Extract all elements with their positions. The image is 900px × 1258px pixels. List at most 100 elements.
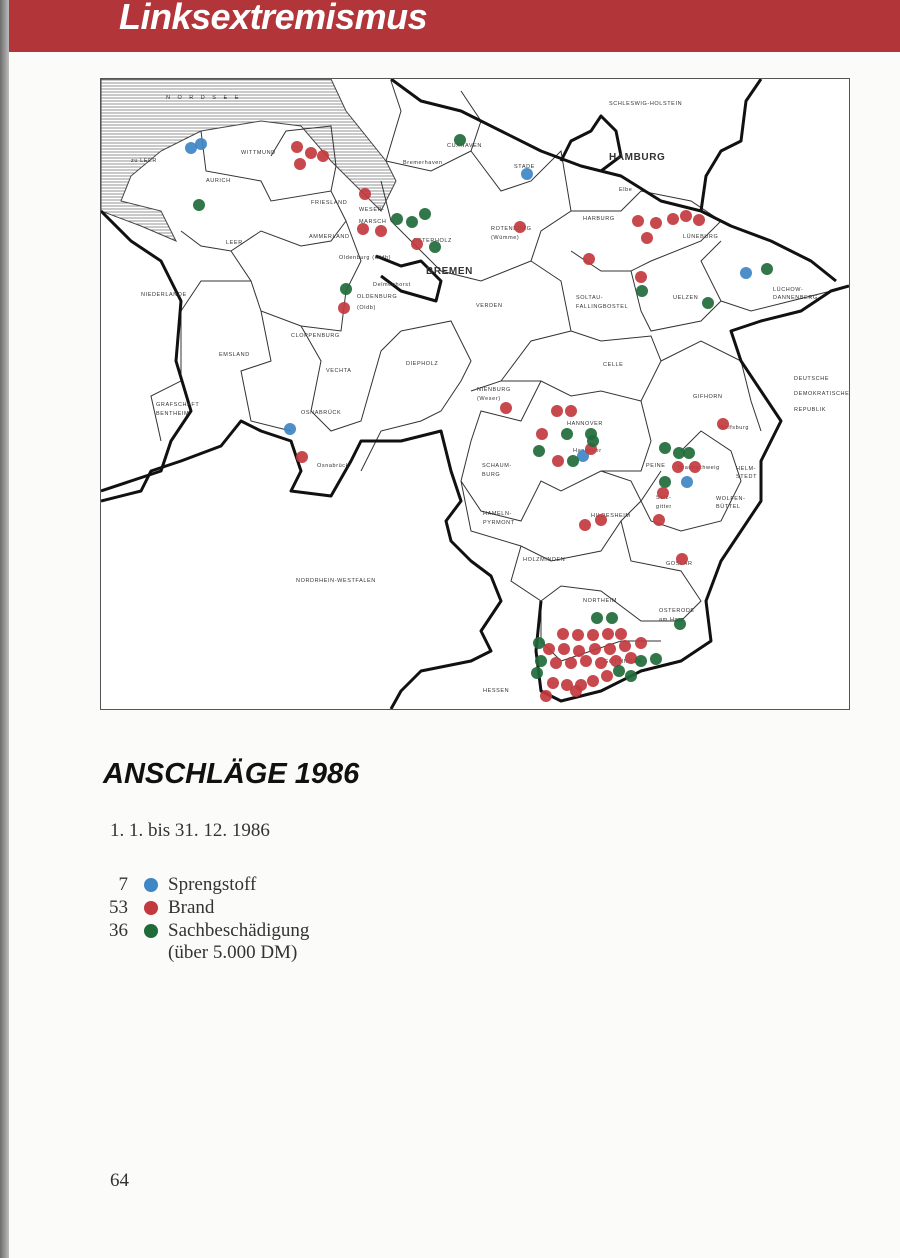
sachbeschaedigung-dot: [429, 241, 441, 253]
section-banner: Linksextremismus: [9, 0, 900, 52]
map-label: NORDRHEIN-WESTFALEN: [296, 578, 376, 584]
brand-dot: [641, 232, 653, 244]
map-label: Bremerhaven: [403, 160, 443, 166]
map-label: HESSEN: [483, 688, 509, 694]
period-text: 1. 1. bis 31. 12. 1986: [110, 820, 270, 841]
map-label: DIEPHOLZ: [406, 361, 438, 367]
section-title: Linksextremismus: [119, 0, 428, 37]
sachbeschaedigung-dot: [650, 653, 662, 665]
brand-dot: [604, 643, 616, 655]
district-border: [540, 520, 702, 622]
legend-item-sachbeschaedigung: 36 Sachbeschädigung: [100, 919, 309, 942]
map-label: DEMOKRATISCHE: [794, 391, 849, 397]
map-label: PYRMONT: [483, 520, 515, 526]
district-border: [720, 290, 832, 312]
district-border: [270, 125, 337, 192]
brand-dot: [667, 213, 679, 225]
brand-dot: [635, 271, 647, 283]
state-border: [390, 79, 837, 283]
brand-dot: [653, 514, 665, 526]
brand-dot: [317, 150, 329, 162]
map-label: STADE: [514, 164, 535, 170]
brand-dot: [557, 628, 569, 640]
state-border: [699, 79, 763, 212]
map-label: GRAFSCHAFT: [156, 402, 199, 408]
brand-dot: [572, 629, 584, 641]
map-label: BÜTTEL: [716, 503, 741, 510]
map-niedersachsen: N O R D S E E zu LEER AURICH WITTMUND FRIESL…: [100, 78, 850, 710]
state-border: [101, 209, 193, 493]
sachbeschaedigung-dot: [454, 134, 466, 146]
sprengstoff-dot: [195, 138, 207, 150]
district-border: [460, 470, 662, 562]
map-label: NIEDERLANDE: [141, 292, 187, 298]
brand-dot: [359, 188, 371, 200]
map-label: HOLZMINDEN: [523, 557, 565, 563]
map-label: SOLTAU-: [576, 295, 603, 301]
map-label: HAMBURG: [609, 152, 665, 163]
state-border: [559, 114, 623, 173]
brand-dot: [305, 147, 317, 159]
brand-dot: [625, 652, 637, 664]
map-label: UELZEN: [673, 295, 698, 301]
state-border: [375, 254, 443, 303]
map-label: SCHLESWIG-HOLSTEIN: [609, 101, 682, 107]
sachbeschaedigung-dot: [636, 285, 648, 297]
sachbeschaedigung-dot: [419, 208, 431, 220]
brand-dot: [615, 628, 627, 640]
map-label: FALLINGBOSTEL: [576, 304, 628, 310]
map-label: VECHTA: [326, 368, 352, 374]
map-label: FRIESLAND: [311, 200, 347, 206]
map-label: DEUTSCHE: [794, 376, 829, 382]
brand-dot: [595, 514, 607, 526]
sachbeschaedigung-dot: [613, 665, 625, 677]
brand-dot: [602, 628, 614, 640]
map-label: HILDESHEIM: [591, 513, 631, 519]
brand-dot: [547, 677, 559, 689]
brand-dot: [657, 487, 669, 499]
brand-dot: [619, 640, 631, 652]
map-label: AURICH: [206, 178, 231, 184]
brand-dot: [570, 685, 582, 697]
map-label: WITTMUND: [241, 150, 276, 156]
sachbeschaedigung-dot: [567, 455, 579, 467]
legend-label: Brand: [168, 896, 215, 918]
sachbeschaedigung-dot: [673, 447, 685, 459]
brand-dot: [565, 405, 577, 417]
map-label: PEINE: [646, 463, 666, 469]
brand-dot: [375, 225, 387, 237]
brand-dot: [573, 645, 585, 657]
brand-dot: [357, 223, 369, 235]
legend-count: 7: [118, 873, 129, 895]
sachbeschaedigung-dot: [635, 655, 647, 667]
brand-dot: [579, 519, 591, 531]
sprengstoff-dot: [185, 142, 197, 154]
brand-dot: [601, 670, 613, 682]
brand-dot: [550, 657, 562, 669]
state-border: [534, 284, 849, 703]
sprengstoff-dot: [681, 476, 693, 488]
brand-dot: [565, 657, 577, 669]
brand-dot: [296, 451, 308, 463]
map-label: GIFHORN: [693, 394, 723, 400]
sachbeschaedigung-dot: [702, 297, 714, 309]
sachbeschaedigung-dot: [193, 199, 205, 211]
brand-dot: [689, 461, 701, 473]
legend-count: 36: [109, 919, 128, 941]
district-border: [470, 260, 572, 392]
map-label: N O R D S E E: [166, 95, 241, 101]
map-label: Delmenhorst: [373, 282, 411, 288]
sachbeschaedigung-dot: [561, 428, 573, 440]
brand-dot: [294, 158, 306, 170]
map-label: LÜNEBURG: [683, 233, 718, 240]
map-label: LÜCHOW-: [773, 286, 803, 293]
sachbeschaedigung-dot: [533, 445, 545, 457]
brand-dot: [717, 418, 729, 430]
brand-dot: [551, 405, 563, 417]
district-border: [150, 280, 251, 442]
brand-dot: [583, 253, 595, 265]
brand-dot: [635, 637, 647, 649]
sachbeschaedigung-dot: [659, 442, 671, 454]
map-label: VERDEN: [476, 303, 503, 309]
legend-count: 53: [109, 896, 128, 918]
